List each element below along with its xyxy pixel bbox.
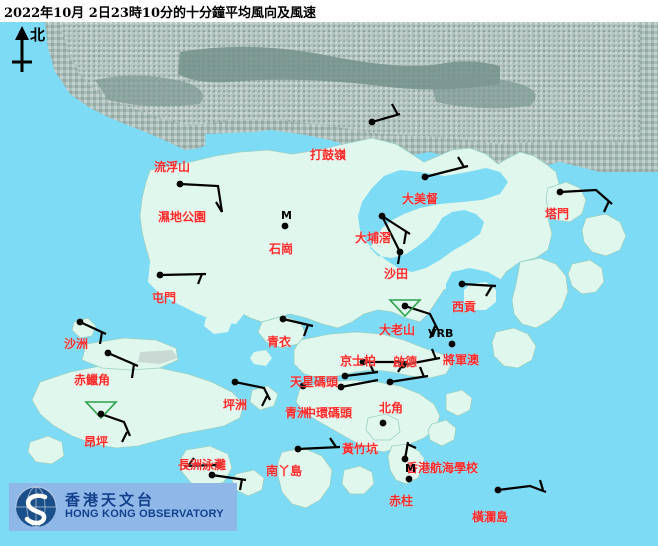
station-label: 打鼓嶺 (310, 148, 347, 162)
station-label: 長洲泳灘 (178, 458, 227, 472)
station-label: 沙洲 (64, 337, 89, 351)
calm-wind-mark: M (405, 462, 416, 475)
station-label: 昂坪 (84, 435, 109, 449)
station-label: 中環碼頭 (304, 406, 353, 420)
station-label: 青衣 (267, 335, 292, 349)
station-label: 青洲 (285, 406, 310, 420)
hko-logo-badge (15, 486, 57, 528)
gale-triangle-icons (84, 299, 422, 420)
wind-barbs (79, 103, 613, 494)
station-label: 沙田 (384, 267, 409, 281)
north-label: 北 (30, 26, 46, 44)
station-label: 大美督 (402, 192, 439, 206)
station-label: 屯門 (152, 291, 177, 305)
station-label: 西貢 (452, 300, 477, 314)
hko-logo-text: 香港天文台 HONG KONG OBSERVATORY (65, 493, 224, 520)
title-bar: 2022年10月 2日23時10分的十分鐘平均風向及風速 (0, 0, 658, 22)
station-label: 北角 (379, 401, 404, 415)
station-label: 石崗 (269, 242, 294, 256)
station-label: 大埔滘 (355, 231, 392, 245)
station-label: 香港航海學校 (406, 461, 479, 475)
station-label: 天星碼頭 (290, 375, 339, 389)
station-label: 南丫島 (266, 464, 303, 478)
hko-logo-english: HONG KONG OBSERVATORY (65, 508, 224, 521)
station-label: 京士柏 (340, 354, 377, 368)
station-dots (76, 118, 564, 494)
map-geography (0, 22, 658, 546)
hko-logo-chinese: 香港天文台 (65, 491, 156, 510)
station-label: 啟德 (393, 355, 418, 369)
hko-logo: 香港天文台 HONG KONG OBSERVATORY (9, 483, 237, 531)
station-label: 流浮山 (154, 160, 191, 174)
station-label: 大老山 (379, 323, 416, 337)
station-label: 黃竹坑 (342, 442, 379, 456)
station-label: 濕地公園 (158, 210, 207, 224)
station-label: 將軍澳 (443, 353, 480, 367)
page-title: 2022年10月 2日23時10分的十分鐘平均風向及風速 (4, 6, 317, 21)
station-label: 坪洲 (223, 398, 248, 412)
station-label: 橫瀾島 (472, 510, 509, 524)
calm-wind-mark: M (281, 209, 292, 222)
north-arrow: 北 (6, 24, 60, 78)
variable-wind-mark: VRB (428, 327, 454, 340)
station-label: 塔門 (545, 207, 570, 221)
station-label: 赤柱 (389, 494, 414, 508)
station-label: 赤鱲角 (74, 373, 111, 387)
wind-map: 打鼓嶺流浮山濕地公園石崗 M 大美督塔門大埔滘沙田屯門沙洲赤鱲角昂坪 青衣 大老山 西貢將… (0, 22, 658, 546)
